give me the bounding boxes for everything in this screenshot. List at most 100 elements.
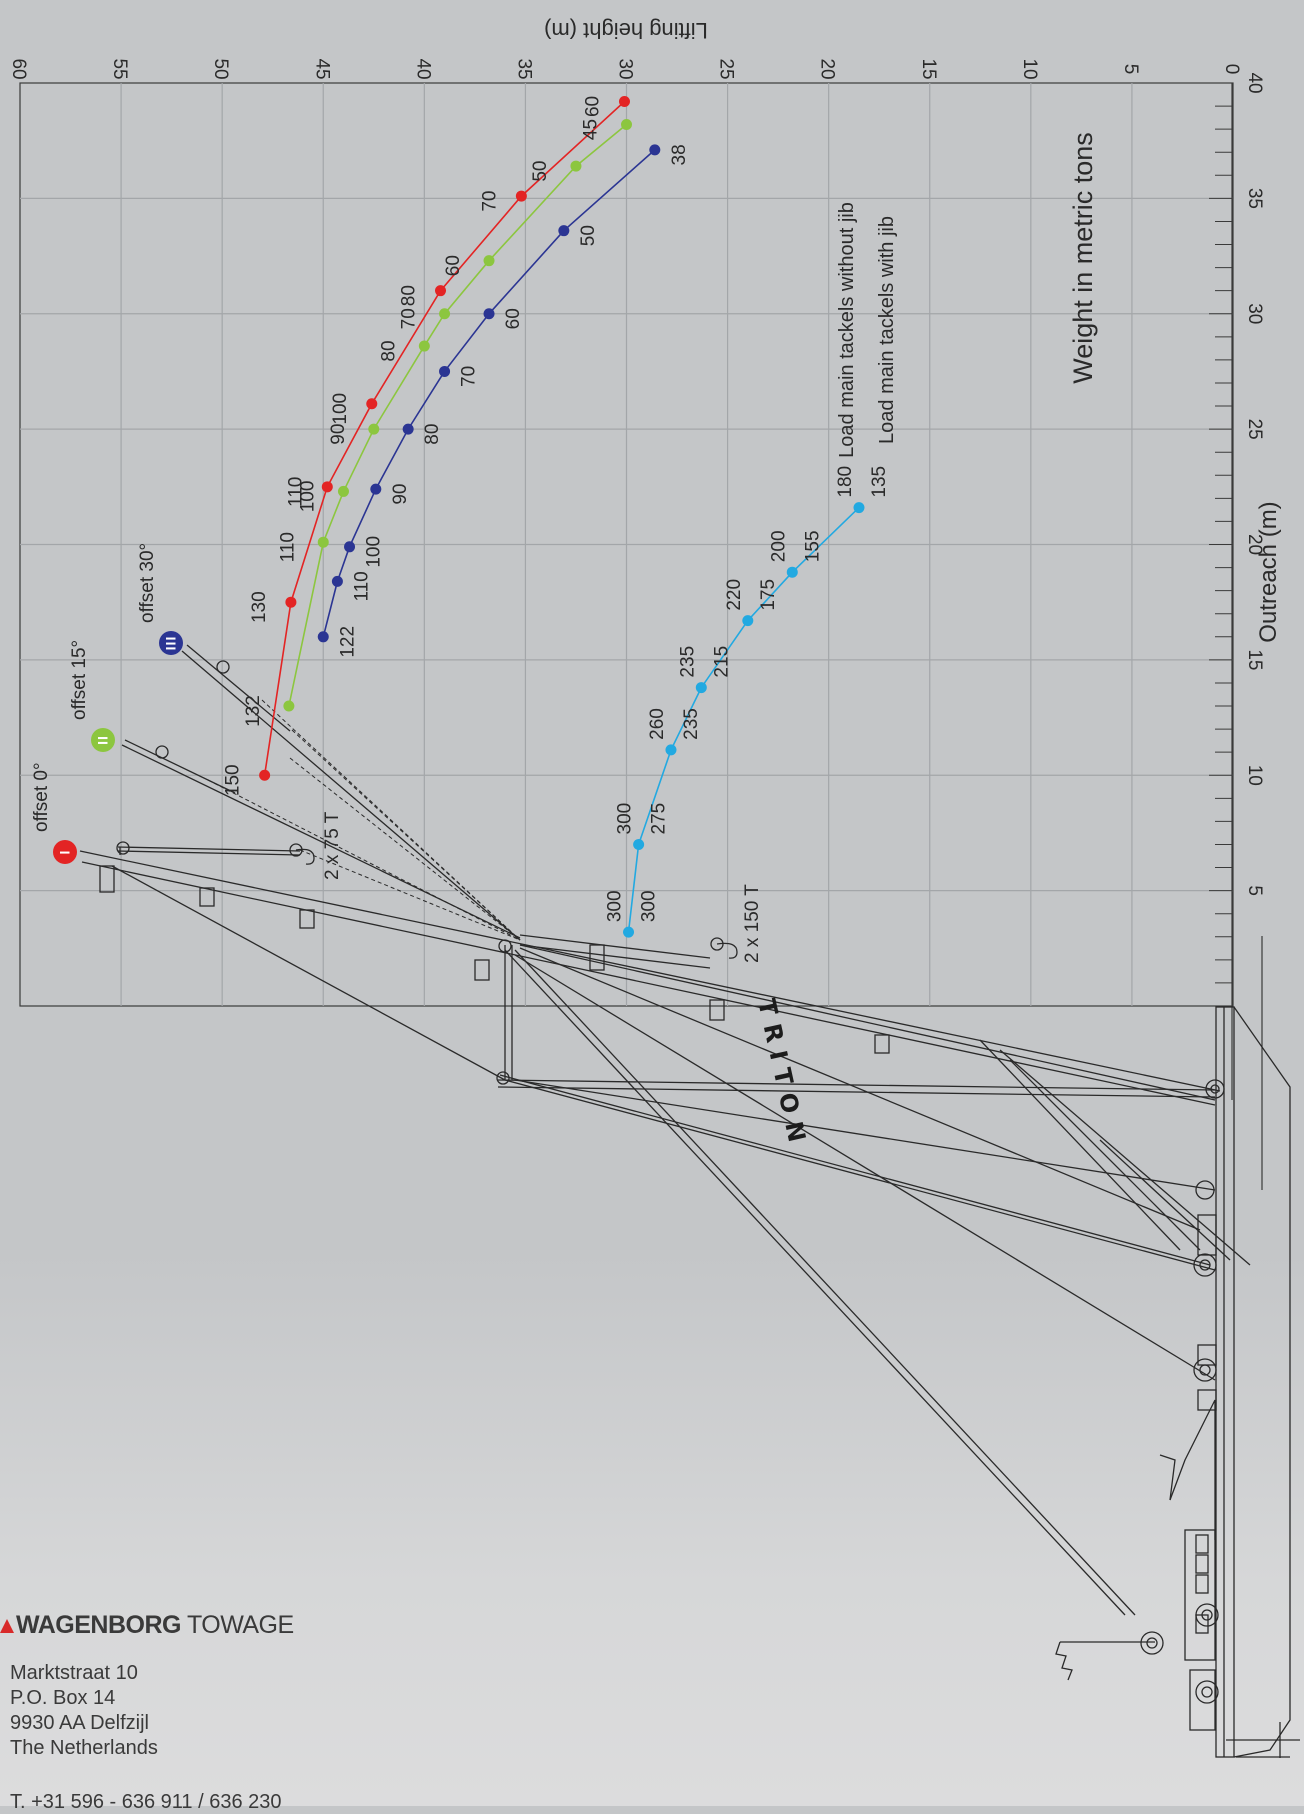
data-label: 110 [351, 571, 372, 601]
data-point [259, 769, 271, 781]
data-label-without-jib: 235 [677, 646, 698, 678]
outreach-tick-label: 35 [1244, 188, 1265, 209]
offset-symbol: II [95, 735, 111, 745]
data-point [742, 615, 754, 627]
data-label-without-jib: 300 [615, 803, 636, 835]
data-point [618, 95, 630, 107]
data-label: 60 [443, 255, 464, 276]
data-point [344, 541, 356, 553]
outreach-tick-label: 25 [1244, 419, 1265, 440]
address-line-3: 9930 AA Delfzijl [10, 1712, 149, 1734]
brand-logo: WAGENBORG TOWAGE [0, 1611, 294, 1640]
outreach-tick-label: 5 [1244, 885, 1265, 896]
height-tick-label: 15 [918, 58, 939, 79]
data-label: 45 [581, 119, 602, 140]
data-point [621, 119, 632, 131]
data-label-with-jib: 175 [758, 579, 779, 611]
data-label: 130 [249, 591, 270, 623]
data-point [570, 160, 582, 172]
chart-grid [19, 82, 1263, 1190]
outreach-tick-label: 30 [1244, 303, 1265, 324]
data-point [418, 340, 430, 352]
data-point [483, 308, 495, 320]
data-point [853, 502, 865, 514]
data-point [665, 744, 677, 756]
data-point [786, 566, 798, 578]
crane-drawing [79, 644, 1300, 1758]
flag-icon [1055, 1641, 1155, 1681]
address-line-1: Marktstraat 10 [10, 1662, 138, 1684]
data-point [435, 285, 447, 297]
data-label-without-jib: 200 [768, 530, 789, 562]
data-label-with-jib: 215 [711, 646, 732, 678]
data-label: 70 [399, 308, 420, 329]
data-label-with-jib: 135 [869, 466, 890, 498]
offset-marker [159, 631, 183, 655]
height-tick-label: 10 [1019, 58, 1040, 79]
data-label: 122 [337, 626, 358, 658]
legend-without-jib: Load main tackels without jib [836, 202, 858, 458]
data-label-without-jib: 220 [724, 579, 745, 611]
brand-name-bold: WAGENBORG [16, 1611, 181, 1639]
data-label: 100 [330, 393, 351, 425]
height-tick-label: 0 [1221, 64, 1242, 75]
legend-with-jib: Load main tackels with jib [876, 216, 898, 444]
address-phone: T. +31 596 - 636 911 / 636 230 [10, 1791, 282, 1813]
outreach-tick-label: 10 [1244, 765, 1265, 786]
address-line-2: P.O. Box 14 [10, 1687, 116, 1709]
data-point [321, 481, 333, 493]
offset-symbol: I [57, 850, 73, 855]
data-label: 90 [328, 424, 349, 445]
data-point [439, 308, 451, 320]
data-label: 110 [285, 477, 306, 507]
data-label-with-jib: 275 [649, 803, 670, 835]
data-label-with-jib: 235 [681, 708, 702, 740]
height-tick-label: 40 [412, 58, 433, 79]
height-tick-label: 30 [615, 58, 636, 79]
jib-tackle-label: 2 x 75 T [322, 811, 343, 880]
data-label: 60 [503, 308, 524, 329]
offset-symbol: III [163, 636, 179, 651]
offset-label: offset 0° [31, 762, 52, 832]
ylabel: Lifting height (m) [544, 18, 708, 43]
data-label-without-jib: 300 [605, 890, 626, 922]
data-point [331, 575, 343, 587]
data-point [366, 398, 378, 410]
data-point [483, 255, 495, 267]
data-point [368, 423, 380, 435]
data-point [695, 682, 707, 694]
vessel-name: TRITON [752, 996, 813, 1153]
offset-marker [53, 840, 77, 864]
data-label-without-jib: 180 [835, 466, 856, 498]
data-label: 70 [459, 366, 480, 387]
chart-title: Weight in metric tons [1068, 132, 1098, 384]
data-label: 100 [297, 481, 318, 513]
outreach-tick-label: 15 [1244, 649, 1265, 670]
height-tick-label: 55 [109, 58, 130, 79]
data-label-with-jib: 155 [802, 530, 823, 562]
xlabel: Outreach (m) [1255, 501, 1282, 642]
data-point [439, 365, 451, 377]
data-label: 38 [669, 144, 690, 165]
brand-triangle-icon [0, 1619, 14, 1633]
data-label: 90 [390, 484, 411, 505]
address-line-4: The Netherlands [10, 1737, 158, 1759]
data-label: 100 [364, 536, 385, 568]
data-point [558, 225, 570, 237]
data-label: 110 [277, 532, 298, 562]
height-tick-label: 45 [311, 58, 332, 79]
data-label: 150 [223, 764, 244, 796]
data-point [370, 483, 382, 495]
main-tackle-label: 2 x 150 T [742, 884, 763, 963]
height-tick-label: 20 [817, 58, 838, 79]
height-tick-label: 35 [513, 58, 534, 79]
height-tick-label: 60 [8, 58, 29, 79]
data-point [337, 485, 349, 497]
data-label: 50 [530, 160, 551, 181]
data-point [317, 536, 329, 548]
data-label-without-jib: 260 [647, 708, 668, 740]
data-label: 60 [582, 96, 603, 117]
data-label: 80 [422, 424, 443, 445]
offset-label: offset 15° [69, 640, 90, 720]
